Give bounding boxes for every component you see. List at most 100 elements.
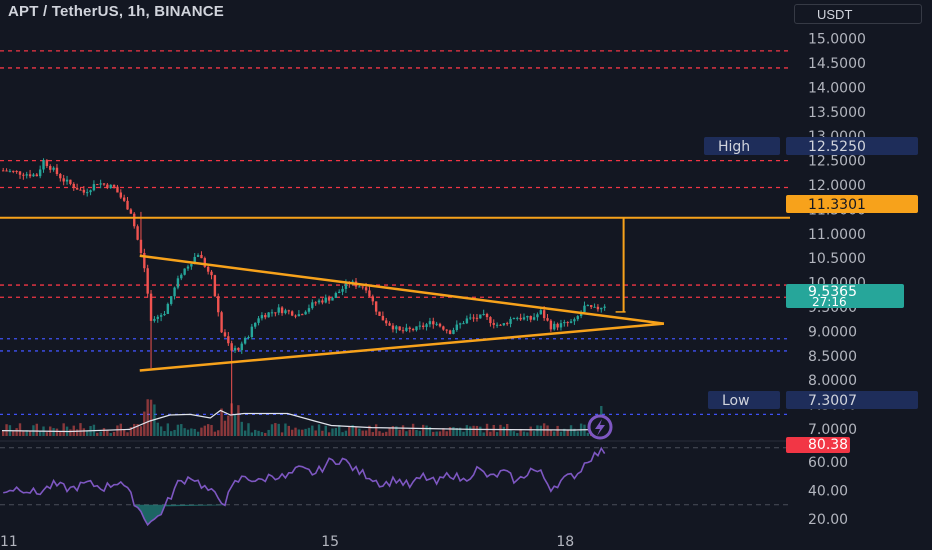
candle-body	[422, 325, 425, 327]
candle-body	[203, 258, 206, 267]
volume-bar	[146, 399, 149, 436]
candle-body	[358, 286, 361, 288]
candle-body	[516, 317, 519, 319]
candle-body	[542, 310, 546, 319]
candle-body	[15, 170, 18, 172]
candle-body	[448, 330, 452, 334]
candle-body	[196, 254, 200, 257]
volume-bar	[546, 425, 549, 436]
candle-body	[438, 323, 442, 327]
candle-body	[556, 323, 559, 328]
volume-bar	[267, 429, 270, 436]
volume-bar	[398, 429, 401, 436]
price-candles	[2, 158, 606, 415]
candle-body	[529, 315, 532, 320]
volume-bar	[260, 432, 264, 436]
lightning-icon[interactable]	[587, 414, 613, 440]
candle-body	[277, 307, 280, 313]
candle-body	[324, 297, 327, 303]
volume-bar	[512, 431, 516, 436]
candle-body	[159, 315, 163, 317]
volume-bar	[240, 421, 243, 436]
volume-bar	[539, 425, 542, 436]
volume-bar	[206, 424, 210, 436]
lightning-glyph	[595, 419, 605, 436]
candle-body	[361, 286, 364, 288]
candle-body	[166, 303, 170, 314]
candle-body	[415, 326, 418, 331]
candle-body	[311, 302, 314, 309]
candle-body	[32, 174, 35, 177]
volume-bar	[586, 432, 590, 436]
volume-bar	[378, 431, 381, 436]
candle-body	[59, 174, 62, 179]
candle-body	[492, 323, 495, 325]
volume-bar	[317, 424, 321, 436]
volume-bar	[22, 431, 25, 436]
volume-bar	[274, 423, 277, 436]
volume-bar	[270, 424, 274, 436]
candle-body	[411, 328, 415, 331]
volume-bar	[237, 405, 240, 436]
volume-bar	[324, 425, 327, 436]
volume-bar	[432, 431, 435, 436]
volume-bar	[529, 426, 532, 436]
time-tick-label: 11	[0, 534, 18, 550]
candle-body	[45, 160, 49, 167]
volume-bar	[217, 430, 220, 436]
volume-bar	[284, 423, 287, 436]
candle-body	[206, 266, 210, 272]
volume-bar	[311, 425, 314, 436]
volume-bar	[149, 399, 153, 436]
volume-bar	[126, 432, 129, 436]
volume-bar	[438, 431, 442, 436]
volume-bar	[422, 424, 425, 436]
candle-body	[388, 323, 391, 326]
candle-body	[509, 318, 512, 324]
time-tick-label: 15	[321, 534, 339, 550]
candle-body	[321, 300, 324, 303]
volume-bar	[96, 432, 99, 436]
candle-body	[465, 318, 469, 324]
high-value-bg	[786, 137, 918, 155]
price-tick-label: 14.5000	[808, 56, 866, 72]
candle-body	[532, 317, 536, 320]
candle-body	[381, 315, 385, 321]
volume-bar	[469, 426, 472, 436]
volume-bar	[576, 431, 579, 436]
volume-bar	[321, 430, 324, 436]
candle-body	[52, 167, 55, 170]
rsi-tick-label: 40.00	[808, 484, 848, 500]
volume-bar	[186, 429, 190, 436]
candle-body	[156, 316, 159, 319]
candle-body	[153, 318, 156, 321]
candle-body	[519, 317, 522, 320]
current-price: 9.5365	[808, 284, 857, 300]
candle-body	[173, 287, 176, 297]
volume-bar	[18, 423, 22, 436]
candle-body	[223, 332, 227, 337]
candle-body	[143, 253, 146, 269]
rsi-tick-label: 20.00	[808, 512, 848, 528]
volume-bar	[492, 424, 495, 436]
volume-average-line	[1, 409, 604, 433]
currency-select-button[interactable]: USDT	[794, 4, 922, 24]
candle-body	[243, 337, 247, 344]
volume-bar	[408, 429, 411, 436]
volume-bar	[341, 432, 344, 436]
candle-body	[96, 184, 99, 186]
volume-bar	[233, 414, 237, 436]
candle-body	[566, 322, 569, 324]
volume-bar	[290, 429, 294, 436]
candle-body	[408, 327, 411, 329]
volume-bar	[257, 430, 260, 436]
candle-body	[92, 184, 96, 191]
candle-body	[307, 308, 311, 312]
candle-body	[385, 320, 388, 324]
volume-bar	[183, 428, 186, 436]
candle-body	[280, 307, 284, 314]
candle-body	[553, 323, 556, 330]
symbol-title: APT / TetherUS, 1h, BINANCE	[8, 3, 224, 20]
volume-bar	[556, 425, 559, 436]
